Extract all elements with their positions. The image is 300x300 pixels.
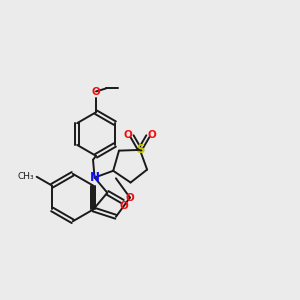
Text: S: S bbox=[136, 143, 144, 156]
Text: O: O bbox=[124, 130, 132, 140]
Text: O: O bbox=[119, 201, 128, 211]
Text: O: O bbox=[125, 193, 134, 202]
Text: O: O bbox=[92, 87, 100, 98]
Text: CH₃: CH₃ bbox=[17, 172, 34, 181]
Text: O: O bbox=[148, 130, 156, 140]
Text: N: N bbox=[90, 171, 100, 184]
